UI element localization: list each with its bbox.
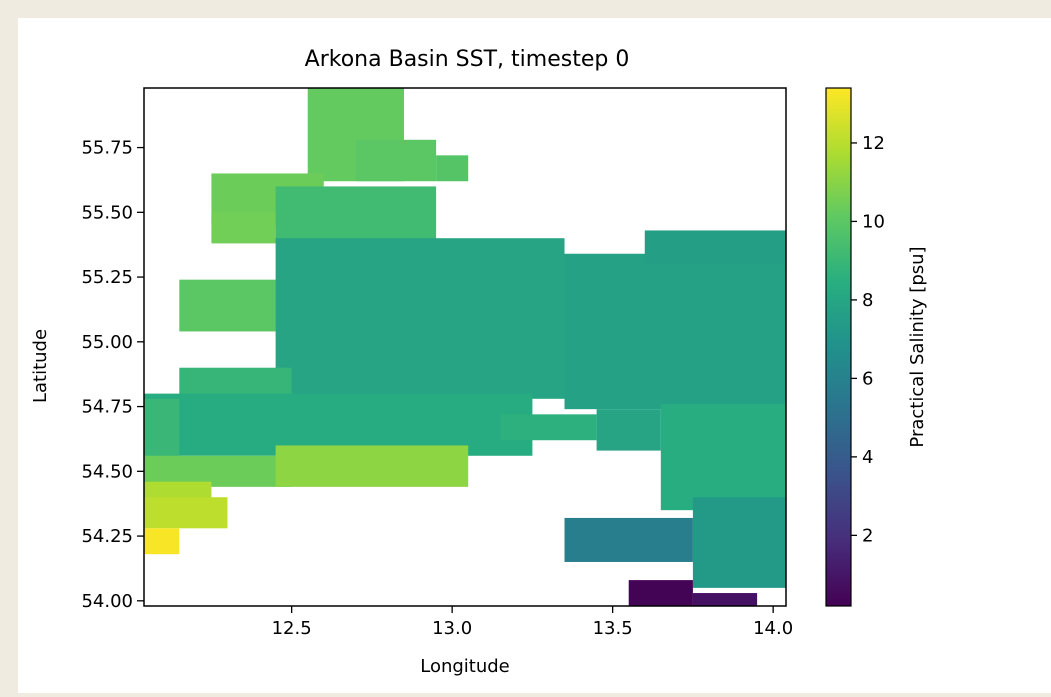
y-tick-label: 55.75 bbox=[81, 138, 133, 159]
y-tick-label: 55.25 bbox=[81, 267, 133, 288]
x-axis-label: Longitude bbox=[420, 656, 510, 677]
y-axis-label: Latitude bbox=[30, 329, 51, 403]
colorbar-tick-label: 4 bbox=[862, 447, 873, 468]
colorbar-label: Practical Salinity [psu] bbox=[907, 246, 928, 447]
heatmap-area bbox=[144, 88, 786, 606]
colorbar bbox=[825, 87, 852, 607]
heatmap-cell bbox=[144, 398, 180, 461]
heatmap-cell bbox=[628, 580, 693, 606]
heatmap-cell bbox=[692, 593, 758, 606]
heatmap-cell bbox=[355, 139, 437, 182]
x-tick-label: 13.5 bbox=[593, 618, 633, 639]
y-tick-label: 54.00 bbox=[81, 591, 133, 612]
x-tick-label: 14.0 bbox=[753, 618, 793, 639]
heatmap-cell bbox=[564, 253, 786, 410]
heatmap-cell bbox=[144, 497, 228, 529]
heatmap-cell bbox=[596, 409, 661, 451]
colorbar-tick-label: 12 bbox=[862, 133, 885, 154]
heatmap-cell bbox=[144, 528, 180, 555]
heatmap-cell bbox=[644, 230, 786, 265]
colorbar-axis: 2 4 6 8 10 12 bbox=[851, 133, 885, 546]
colorbar-tick-label: 10 bbox=[862, 211, 885, 232]
y-tick-label: 55.00 bbox=[81, 332, 133, 353]
chart-figure: Arkona Basin SST, timestep 0 12.5 13.0 13.… bbox=[18, 18, 1051, 693]
y-axis: 54.00 54.25 54.50 54.75 55.00 55.25 55.50 55.75 bbox=[81, 138, 144, 612]
heatmap-cell bbox=[275, 186, 437, 244]
y-tick-label: 54.50 bbox=[81, 461, 133, 482]
y-tick-label: 54.25 bbox=[81, 526, 133, 547]
y-tick-label: 54.75 bbox=[81, 397, 133, 418]
x-axis: 12.5 13.0 13.5 14.0 bbox=[272, 606, 793, 639]
heatmap-cell bbox=[275, 445, 469, 487]
heatmap-cell bbox=[500, 414, 597, 441]
heatmap-cell bbox=[564, 517, 693, 562]
colorbar-tick-label: 8 bbox=[862, 290, 873, 311]
heatmap-cell bbox=[692, 497, 786, 588]
heatmap-cell bbox=[660, 403, 786, 511]
colorbar-tick-label: 2 bbox=[862, 525, 873, 546]
heatmap-cell bbox=[275, 238, 565, 399]
x-tick-label: 12.5 bbox=[272, 618, 312, 639]
heatmap-cell bbox=[144, 393, 533, 456]
heatmap-cell bbox=[436, 155, 469, 182]
heatmap-cell bbox=[211, 212, 276, 244]
colorbar-tick-label: 6 bbox=[862, 368, 873, 389]
x-tick-label: 13.0 bbox=[432, 618, 472, 639]
y-tick-label: 55.50 bbox=[81, 202, 133, 223]
heatmap-cell bbox=[179, 279, 276, 332]
chart-svg: Arkona Basin SST, timestep 0 12.5 13.0 13.… bbox=[30, 47, 928, 677]
plot-frame bbox=[143, 87, 787, 607]
chart-title: Arkona Basin SST, timestep 0 bbox=[305, 47, 630, 72]
